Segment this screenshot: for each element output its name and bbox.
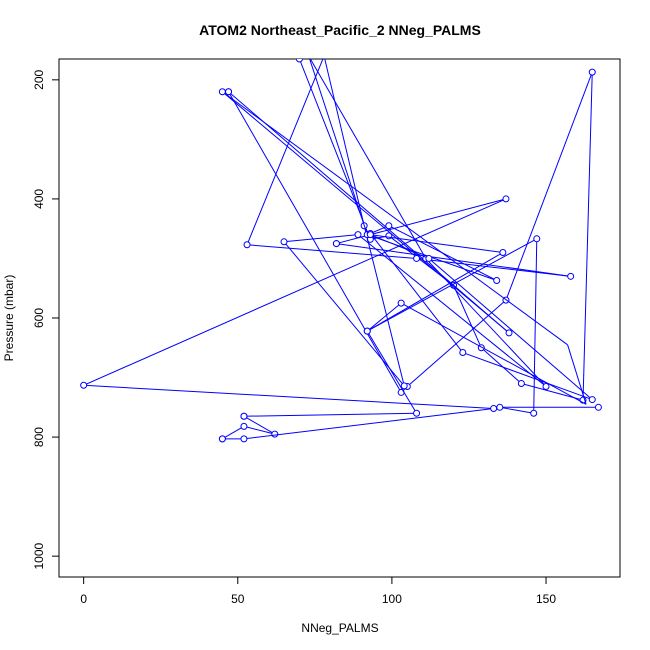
data-point: [413, 409, 421, 417]
series-line-segment: [309, 59, 427, 259]
data-point: [240, 412, 248, 420]
chart-title: ATOM2 Northeast_Pacific_2 NNeg_PALMS: [199, 22, 481, 38]
data-point: [505, 329, 513, 337]
data-point: [533, 235, 541, 243]
data-point: [400, 382, 408, 390]
data-point: [496, 403, 504, 411]
data-point: [459, 349, 467, 357]
data-point: [594, 403, 602, 411]
y-tick-label: 600: [32, 308, 46, 328]
series-line-segment: [246, 59, 324, 245]
series-line-segment: [283, 241, 405, 387]
series-line-segment: [222, 91, 510, 334]
series-line-segment: [243, 425, 275, 435]
x-tick-label: 150: [536, 592, 556, 606]
data-point: [225, 88, 233, 96]
x-axis-label: NNeg_PALMS: [301, 621, 378, 635]
series-line-segment: [222, 425, 245, 440]
x-tick-label: 50: [231, 592, 245, 606]
series-line-segment: [366, 330, 417, 414]
data-point: [413, 254, 421, 262]
x-tick-label: 0: [80, 592, 87, 606]
series-line-segment: [567, 344, 587, 405]
y-tick-label: 1000: [32, 542, 46, 569]
series-line-segment: [228, 91, 402, 393]
data-point: [243, 241, 251, 249]
series-line-segment: [222, 91, 568, 346]
data-point: [588, 68, 596, 76]
data-point: [218, 435, 226, 443]
x-tick-label: 100: [382, 592, 402, 606]
series-line-segment: [363, 225, 405, 386]
y-tick-label: 800: [32, 427, 46, 447]
data-layer: [80, 59, 602, 443]
y-axis: 200 400 600 800 1000: [32, 70, 60, 570]
series-line-segment: [324, 59, 365, 226]
series-line-segment: [367, 238, 538, 332]
data-point: [385, 222, 393, 230]
data-point: [295, 59, 303, 63]
data-point: [397, 299, 405, 307]
data-point: [218, 88, 226, 96]
data-point: [517, 379, 525, 387]
series-line-segment: [425, 258, 547, 387]
series-line-segment: [83, 384, 494, 410]
data-point: [499, 249, 507, 257]
series-line-segment: [243, 408, 494, 440]
data-point: [363, 327, 371, 335]
data-point: [280, 238, 288, 246]
series-line-segment: [582, 72, 593, 401]
data-point: [271, 430, 279, 438]
data-point: [490, 405, 498, 413]
data-point: [425, 254, 433, 262]
data-point: [80, 381, 88, 389]
data-point: [588, 396, 596, 404]
series-line-segment: [370, 234, 430, 259]
series-line-segment: [428, 258, 593, 400]
y-tick-label: 400: [32, 189, 46, 209]
series-line-segment: [406, 299, 507, 387]
series-line-segment: [366, 252, 504, 332]
data-point: [366, 231, 374, 239]
data-point: [240, 435, 248, 443]
x-axis: 0 50 100 150: [80, 576, 556, 606]
series-line-segment: [533, 238, 538, 414]
series-line-segment: [83, 198, 507, 386]
series-line-segment: [453, 285, 482, 348]
data-point: [542, 382, 550, 390]
data-point: [502, 195, 510, 203]
series-line-segment: [499, 406, 534, 414]
data-point: [493, 276, 501, 284]
data-point: [332, 240, 340, 248]
series-line-segment: [228, 91, 510, 334]
series-line-segment: [369, 233, 464, 353]
series-line-segment: [400, 302, 587, 405]
series-line-segment: [357, 234, 547, 387]
data-point: [354, 231, 362, 239]
series-line-segment: [462, 352, 593, 401]
series-line-segment: [505, 71, 593, 301]
series-line-segment: [480, 347, 522, 384]
series-line-segment: [388, 225, 497, 281]
series-line-segment: [243, 412, 417, 417]
data-point: [567, 272, 575, 280]
series-line-segment: [243, 415, 276, 435]
y-axis-label: Pressure (mbar): [2, 275, 16, 362]
y-tick-label: 200: [32, 70, 46, 90]
data-point: [240, 422, 248, 430]
data-point: [530, 409, 538, 417]
series-line-segment: [366, 302, 402, 332]
series-line-segment: [309, 59, 368, 235]
series-line-segment: [336, 243, 571, 277]
series-line-segment: [283, 234, 359, 243]
series-line-segment: [370, 234, 503, 254]
